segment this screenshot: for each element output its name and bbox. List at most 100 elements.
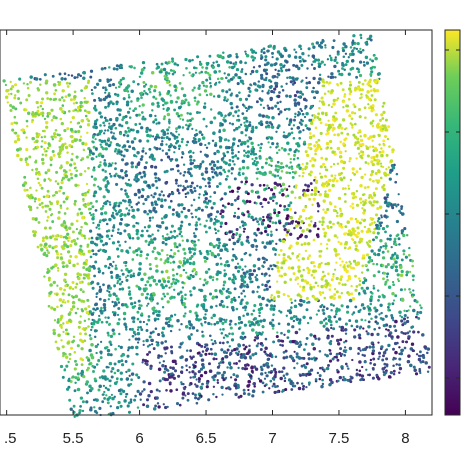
data-point bbox=[216, 185, 219, 188]
data-point bbox=[347, 187, 351, 190]
data-point bbox=[306, 266, 310, 270]
data-point bbox=[50, 135, 54, 139]
data-point bbox=[57, 80, 60, 84]
data-point bbox=[111, 411, 115, 416]
data-point bbox=[195, 305, 199, 308]
data-point bbox=[208, 184, 212, 188]
data-point bbox=[390, 314, 394, 317]
data-point bbox=[112, 292, 116, 296]
data-point bbox=[242, 271, 246, 275]
data-point bbox=[203, 370, 208, 375]
data-point bbox=[114, 347, 117, 351]
data-point bbox=[175, 141, 178, 145]
data-point bbox=[56, 305, 59, 309]
data-point bbox=[301, 229, 305, 233]
data-point bbox=[279, 376, 283, 381]
data-point bbox=[68, 286, 72, 290]
data-point bbox=[269, 220, 272, 223]
data-point bbox=[290, 167, 294, 171]
data-point bbox=[183, 170, 187, 174]
data-point bbox=[268, 121, 272, 125]
data-point bbox=[221, 373, 225, 377]
data-point bbox=[196, 184, 199, 188]
data-point bbox=[66, 300, 70, 303]
data-point bbox=[307, 271, 311, 275]
data-point bbox=[387, 343, 391, 348]
data-point bbox=[170, 282, 174, 286]
data-point bbox=[375, 262, 379, 266]
data-point bbox=[290, 131, 294, 135]
data-point bbox=[226, 366, 229, 369]
data-point bbox=[367, 320, 371, 324]
data-point bbox=[158, 379, 162, 383]
data-point bbox=[373, 193, 377, 197]
data-point bbox=[387, 333, 392, 337]
data-point bbox=[128, 209, 131, 212]
data-point bbox=[261, 90, 264, 93]
data-point bbox=[392, 319, 395, 322]
data-point bbox=[101, 207, 104, 210]
data-point bbox=[298, 131, 301, 134]
data-point bbox=[246, 154, 250, 159]
data-point bbox=[376, 252, 381, 257]
data-point bbox=[216, 379, 219, 382]
data-point bbox=[58, 189, 61, 193]
data-point bbox=[404, 255, 408, 259]
data-point bbox=[232, 114, 235, 118]
data-point bbox=[340, 292, 343, 295]
data-point bbox=[107, 137, 110, 140]
data-point bbox=[236, 196, 240, 201]
data-point bbox=[392, 369, 396, 373]
data-point bbox=[284, 349, 288, 353]
data-point bbox=[257, 257, 261, 262]
data-point bbox=[373, 252, 377, 256]
data-point bbox=[68, 352, 72, 356]
data-point bbox=[361, 353, 364, 357]
data-point bbox=[110, 131, 113, 134]
data-point bbox=[189, 376, 192, 379]
data-point bbox=[144, 152, 148, 155]
data-point bbox=[42, 195, 46, 199]
data-point bbox=[136, 328, 140, 331]
data-point bbox=[160, 158, 163, 162]
data-point bbox=[75, 219, 79, 223]
data-point bbox=[387, 375, 392, 379]
data-point bbox=[84, 142, 88, 146]
data-point bbox=[371, 345, 375, 349]
data-point bbox=[64, 170, 68, 174]
data-point bbox=[240, 180, 244, 184]
data-point bbox=[92, 157, 95, 161]
data-point bbox=[73, 167, 77, 170]
data-point bbox=[35, 167, 39, 171]
data-point bbox=[116, 255, 120, 258]
data-point bbox=[50, 266, 54, 270]
data-point bbox=[158, 390, 161, 393]
data-point bbox=[252, 309, 256, 312]
data-point bbox=[166, 276, 171, 280]
data-point bbox=[244, 151, 248, 155]
data-point bbox=[264, 161, 268, 165]
data-point bbox=[248, 89, 252, 94]
data-point bbox=[264, 283, 268, 288]
data-point bbox=[243, 355, 248, 360]
data-point bbox=[347, 264, 351, 268]
data-point bbox=[95, 411, 99, 415]
data-point bbox=[327, 226, 330, 230]
data-point bbox=[113, 371, 117, 375]
data-point bbox=[223, 72, 226, 75]
data-point bbox=[293, 98, 297, 102]
data-point bbox=[222, 152, 226, 156]
data-point bbox=[286, 329, 291, 333]
data-point bbox=[339, 81, 343, 85]
data-point bbox=[347, 56, 350, 59]
data-point bbox=[166, 80, 170, 84]
data-point bbox=[78, 138, 82, 142]
data-point bbox=[319, 121, 323, 125]
data-point bbox=[25, 119, 29, 123]
data-point bbox=[406, 316, 409, 319]
data-point bbox=[156, 317, 160, 321]
data-point bbox=[283, 333, 286, 337]
data-point bbox=[240, 274, 244, 279]
data-point bbox=[233, 282, 236, 285]
